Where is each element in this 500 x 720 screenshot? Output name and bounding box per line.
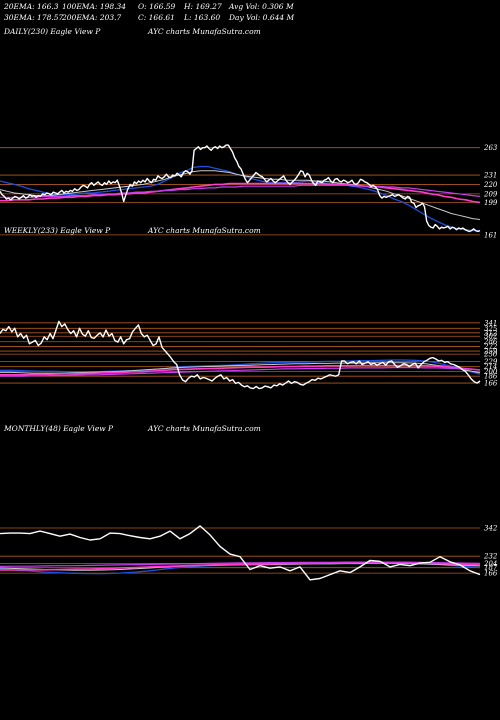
high-readout: H: 169.27	[184, 2, 222, 11]
weekly-price-line	[0, 320, 481, 390]
ema100-readout: 100EMA: 198.34	[62, 2, 127, 11]
weekly-level-label: 341	[484, 319, 497, 327]
weekly-level-label: 229	[483, 358, 498, 366]
weekly-level-label: 302	[484, 333, 498, 341]
daily-ema-slow-line	[0, 182, 481, 204]
daily-ema-fast-line	[0, 165, 480, 232]
monthly-ema-long-line	[0, 561, 481, 567]
day-volume-readout: Day Vol: 0.644 M	[229, 13, 295, 22]
open-readout: O: 166.59	[138, 2, 176, 11]
weekly-level-label: 312	[484, 329, 498, 337]
weekly-level-label: 286	[483, 338, 498, 346]
monthly-price-line	[0, 525, 481, 581]
daily-watermark: AYC charts MunafaSutra.com	[148, 27, 261, 36]
weekly-panel-title: WEEKLY(233) Eagle View P	[4, 226, 111, 235]
monthly-ema-slow-line	[0, 561, 481, 571]
monthly-level-label: 187	[484, 564, 498, 572]
monthly-level-label: 204	[483, 560, 497, 568]
close-readout: C: 166.61	[138, 13, 175, 22]
avg-volume-readout: Avg Vol: 0.306 M	[229, 2, 294, 11]
daily-level-label: 199	[484, 199, 498, 207]
weekly-level-label: 250	[483, 351, 498, 359]
weekly-level-label: 214	[483, 363, 497, 371]
daily-level-label: 231	[483, 172, 497, 180]
ema200-readout: 200EMA: 203.7	[62, 13, 122, 22]
daily-price-line	[0, 144, 481, 233]
daily-level-label: 209	[483, 190, 498, 198]
monthly-level-label: 342	[484, 524, 498, 532]
monthly-panel-title: MONTHLY(48) Eagle View P	[4, 424, 114, 433]
low-readout: L: 163.60	[184, 13, 221, 22]
daily-level-label: 161	[484, 231, 497, 239]
weekly-level-label: 186	[484, 373, 498, 381]
ema30-readout: 30EMA: 178.57	[4, 13, 64, 22]
monthly-watermark: AYC charts MunafaSutra.com	[148, 424, 261, 433]
daily-level-label: 220	[483, 181, 498, 189]
monthly-level-label: 232	[483, 553, 498, 561]
weekly-ema-mid-line	[0, 362, 481, 374]
weekly-level-label: 259	[483, 348, 498, 356]
weekly-watermark: AYC charts MunafaSutra.com	[148, 226, 261, 235]
daily-ema-long-line	[0, 184, 481, 198]
weekly-ema-fast-line	[0, 359, 481, 375]
weekly-level-label: 200	[483, 368, 498, 376]
daily-panel-title: DAILY(230) Eagle View P	[4, 27, 101, 36]
monthly-level-label: 166	[484, 570, 498, 578]
daily-level-label: 263	[483, 144, 498, 152]
ema20-readout: 20EMA: 166.3	[4, 2, 59, 11]
weekly-level-label: 325	[484, 325, 498, 333]
weekly-ema-long-line	[0, 367, 481, 377]
weekly-level-label: 166	[484, 380, 498, 388]
weekly-level-label: 272	[483, 343, 498, 351]
